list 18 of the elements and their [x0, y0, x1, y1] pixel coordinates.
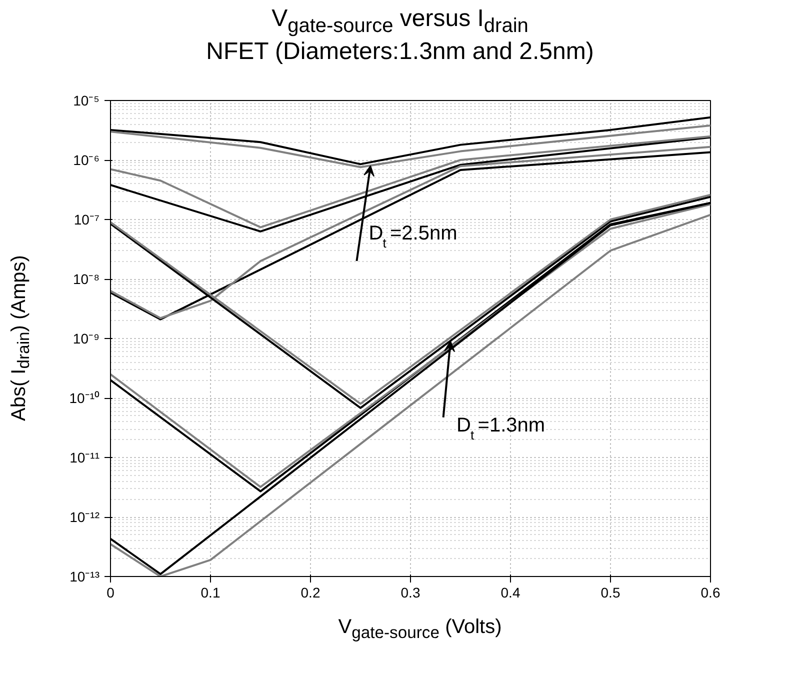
y-tick-label: 10⁻¹³ [70, 568, 100, 584]
x-tick-label: 0 [106, 584, 115, 600]
x-tick-label: 0.1 [200, 584, 220, 600]
y-tick-label: 10⁻⁹ [72, 330, 100, 346]
x-tick-label: 0.2 [300, 584, 320, 600]
chart-title: V$_{gate-source}$ versus I$_{drain}$ NFET (Diameters:1.3nm and 2.5nm) [205, 5, 595, 66]
y-tick-label: 10⁻¹² [70, 509, 100, 525]
x-tick-label: 0.6 [700, 584, 720, 600]
x-tick-label: 0.5 [600, 584, 620, 600]
y-tick-label: 10⁻⁵ [73, 92, 100, 108]
y-tick-label: 10⁻¹¹ [70, 450, 100, 466]
x-tick-label: 0.3 [400, 584, 420, 600]
x-tick-label: 0.4 [500, 584, 520, 600]
y-tick-label: 10⁻⁸ [73, 271, 100, 287]
y-tick-label: 10⁻¹⁰ [69, 390, 100, 406]
y-tick-label: 10⁻⁷ [74, 212, 100, 228]
x-axis-title: V$_{gate-source}$ (Volts) [337, 615, 503, 644]
y-tick-label: 10⁻⁶ [73, 152, 100, 168]
